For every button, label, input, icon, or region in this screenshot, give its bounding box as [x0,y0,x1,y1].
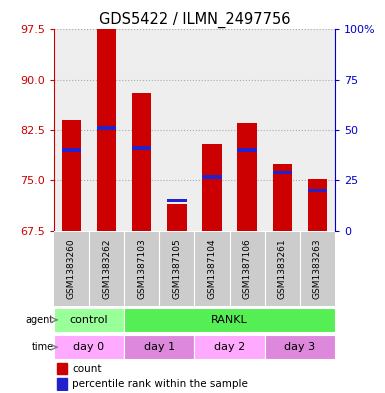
Bar [54,308,124,332]
Bar [194,335,265,360]
Bar [62,149,81,152]
Text: RANKL: RANKL [211,315,248,325]
Bar [238,123,257,231]
Bar [167,199,186,202]
Bar [97,29,116,231]
Text: GSM1387106: GSM1387106 [243,238,252,299]
Text: day 0: day 0 [74,342,105,352]
Bar [264,335,335,360]
Bar [132,146,151,150]
Text: control: control [70,315,108,325]
Bar [97,126,116,130]
Bar [308,179,327,231]
Bar [273,171,292,174]
Text: GSM1387105: GSM1387105 [172,238,181,299]
Bar [62,120,81,231]
Bar [124,335,194,360]
Bar [54,335,124,360]
Bar [238,149,257,152]
Text: day 1: day 1 [144,342,175,352]
Text: GSM1387103: GSM1387103 [137,238,146,299]
Bar [203,143,222,231]
Bar [308,189,327,192]
Text: GSM1383263: GSM1383263 [313,238,322,299]
Bar [273,163,292,231]
Bar [57,363,67,375]
Text: GSM1383261: GSM1383261 [278,238,287,299]
Text: GSM1383260: GSM1383260 [67,238,76,299]
Text: GSM1383262: GSM1383262 [102,238,111,299]
Bar [57,378,67,389]
Title: GDS5422 / ILMN_2497756: GDS5422 / ILMN_2497756 [99,12,290,28]
Bar [167,204,186,231]
Bar [132,93,151,231]
Text: day 2: day 2 [214,342,245,352]
Bar [203,175,222,179]
Text: percentile rank within the sample: percentile rank within the sample [72,379,248,389]
Text: count: count [72,364,102,374]
Text: day 3: day 3 [284,342,315,352]
Text: agent: agent [26,315,54,325]
Text: time: time [32,342,54,352]
Text: GSM1387104: GSM1387104 [208,238,216,299]
Bar [124,308,335,332]
